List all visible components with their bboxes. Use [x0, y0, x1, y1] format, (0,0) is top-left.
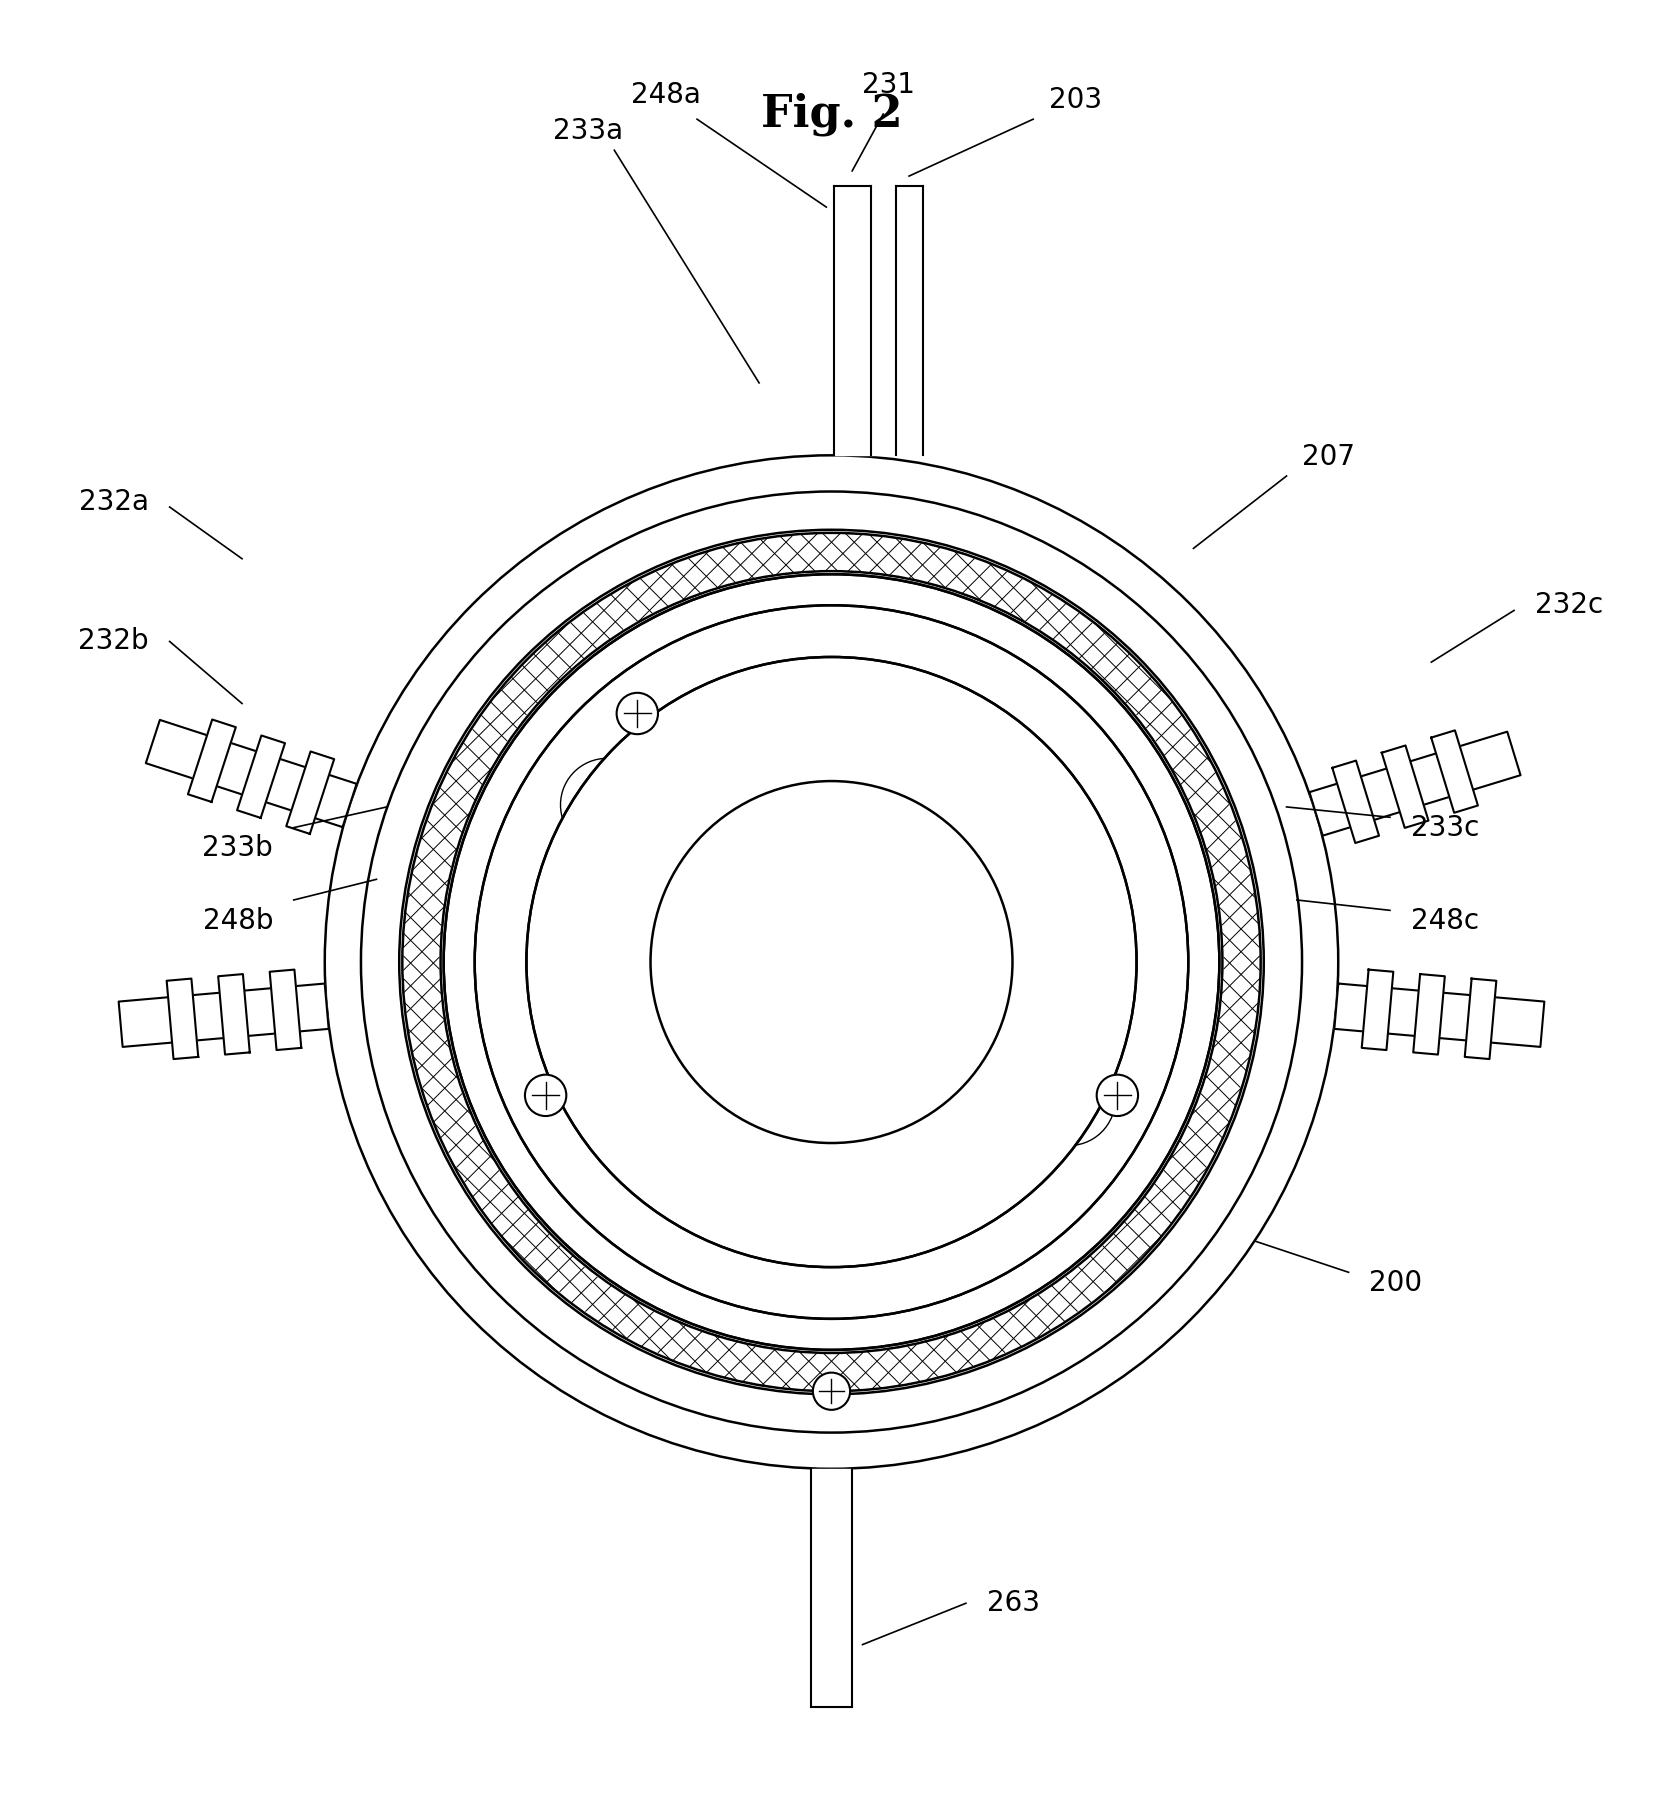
Polygon shape [1332, 761, 1379, 842]
Circle shape [474, 605, 1189, 1319]
Text: 207: 207 [1302, 443, 1355, 472]
Circle shape [526, 1075, 567, 1116]
Circle shape [527, 657, 1136, 1267]
Polygon shape [1309, 731, 1520, 835]
Text: 248c: 248c [1410, 907, 1478, 934]
Polygon shape [1432, 731, 1478, 814]
Text: Fig. 2: Fig. 2 [760, 92, 903, 135]
Polygon shape [871, 187, 896, 455]
Polygon shape [1414, 974, 1445, 1055]
Text: 233b: 233b [203, 833, 273, 862]
Polygon shape [1382, 745, 1429, 828]
Text: 248b: 248b [203, 907, 273, 934]
Circle shape [1096, 1075, 1137, 1116]
Text: 200: 200 [1369, 1269, 1422, 1296]
Circle shape [324, 455, 1339, 1469]
Polygon shape [188, 720, 236, 803]
Polygon shape [269, 970, 301, 1049]
Polygon shape [166, 979, 198, 1058]
Polygon shape [286, 751, 334, 833]
Text: 233a: 233a [554, 117, 624, 146]
Polygon shape [1362, 970, 1394, 1049]
Polygon shape [1465, 979, 1497, 1058]
Circle shape [650, 781, 1013, 1143]
Polygon shape [896, 187, 923, 455]
Polygon shape [1334, 983, 1545, 1048]
Text: 232c: 232c [1535, 590, 1603, 619]
Polygon shape [812, 1469, 851, 1706]
Text: 232a: 232a [78, 488, 150, 517]
Polygon shape [218, 974, 249, 1055]
Circle shape [813, 1373, 850, 1409]
Polygon shape [146, 720, 356, 826]
Polygon shape [238, 736, 284, 817]
Circle shape [617, 693, 659, 734]
Circle shape [527, 657, 1136, 1267]
Text: 203: 203 [1049, 86, 1103, 113]
Text: 248a: 248a [630, 81, 702, 108]
Text: 231: 231 [861, 70, 915, 99]
Polygon shape [118, 983, 329, 1048]
Text: 263: 263 [986, 1589, 1039, 1616]
Circle shape [402, 533, 1261, 1391]
Polygon shape [833, 187, 871, 455]
Text: 232b: 232b [78, 628, 150, 655]
Text: 233c: 233c [1410, 814, 1478, 842]
